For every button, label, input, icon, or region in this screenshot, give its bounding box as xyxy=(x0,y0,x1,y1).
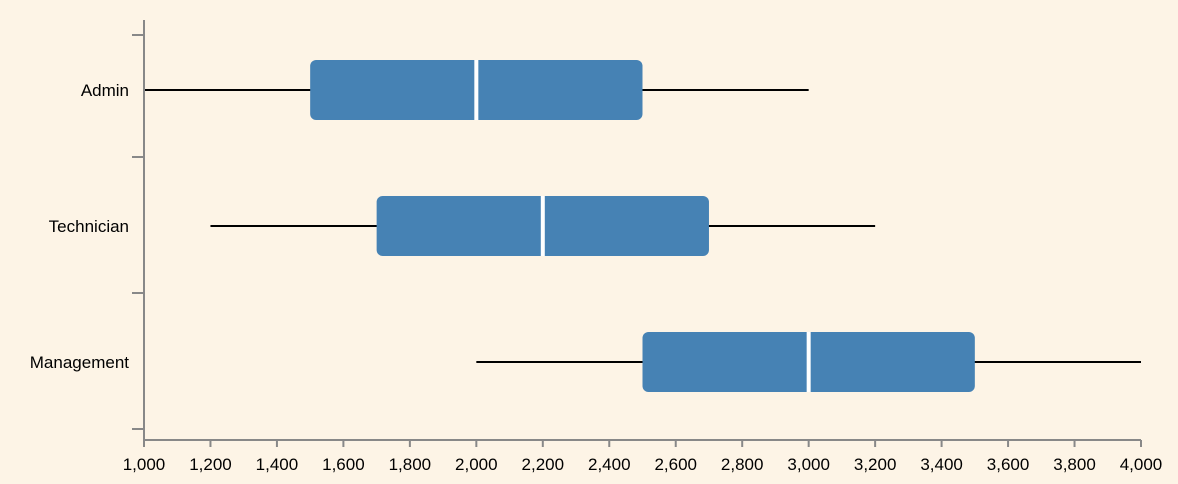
x-tick-label: 2,400 xyxy=(588,455,631,474)
x-tick-label: 1,400 xyxy=(256,455,299,474)
box-group-technician xyxy=(210,196,876,256)
x-tick-label: 1,200 xyxy=(189,455,232,474)
x-tick-label: 2,600 xyxy=(654,455,697,474)
x-tick-label: 2,000 xyxy=(455,455,498,474)
box-group-admin xyxy=(144,60,809,120)
category-label-technician: Technician xyxy=(49,217,129,236)
x-tick-label: 3,000 xyxy=(787,455,830,474)
box-group-management xyxy=(476,332,1141,392)
x-tick-label: 3,800 xyxy=(1053,455,1096,474)
x-tick-label: 3,400 xyxy=(920,455,963,474)
x-tick-label: 2,800 xyxy=(721,455,764,474)
x-tick-label: 2,200 xyxy=(522,455,565,474)
x-tick-label: 1,600 xyxy=(322,455,365,474)
x-tick-label: 3,200 xyxy=(854,455,897,474)
x-tick-label: 1,800 xyxy=(389,455,432,474)
x-tick-label: 1,000 xyxy=(123,455,166,474)
boxes-layer xyxy=(144,60,1141,392)
category-label-admin: Admin xyxy=(81,81,129,100)
x-tick-label: 4,000 xyxy=(1120,455,1163,474)
x-tick-label: 3,600 xyxy=(987,455,1030,474)
axes-layer: Admin Technician Management 1,000 1,200 1,400… xyxy=(30,20,1163,474)
category-label-management: Management xyxy=(30,353,130,372)
